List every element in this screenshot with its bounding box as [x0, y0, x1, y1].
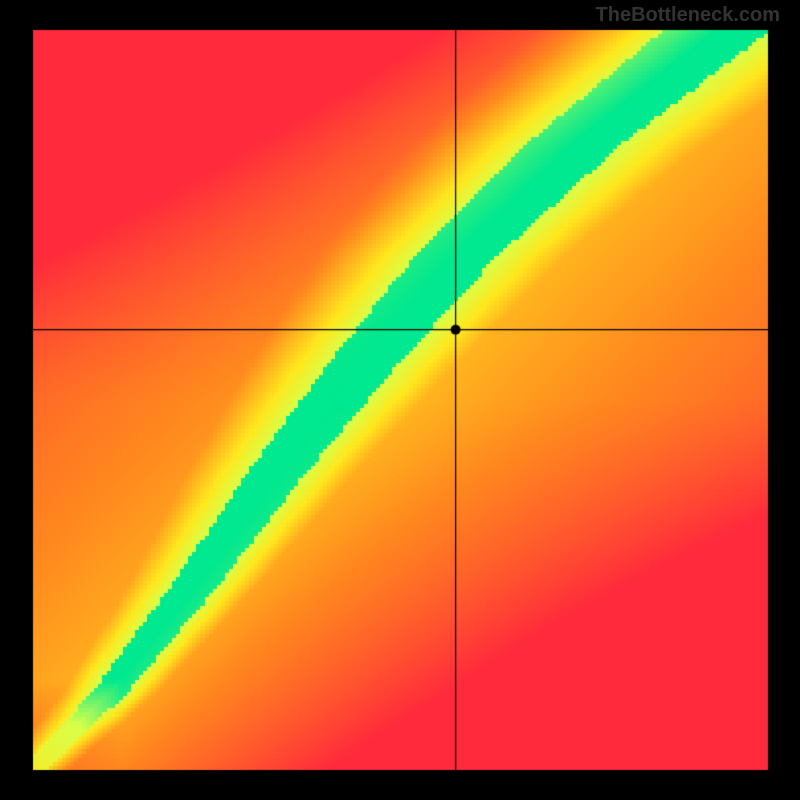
source-watermark: TheBottleneck.com — [596, 4, 780, 27]
chart-container: TheBottleneck.com — [0, 0, 800, 800]
heatmap-canvas — [0, 0, 800, 800]
